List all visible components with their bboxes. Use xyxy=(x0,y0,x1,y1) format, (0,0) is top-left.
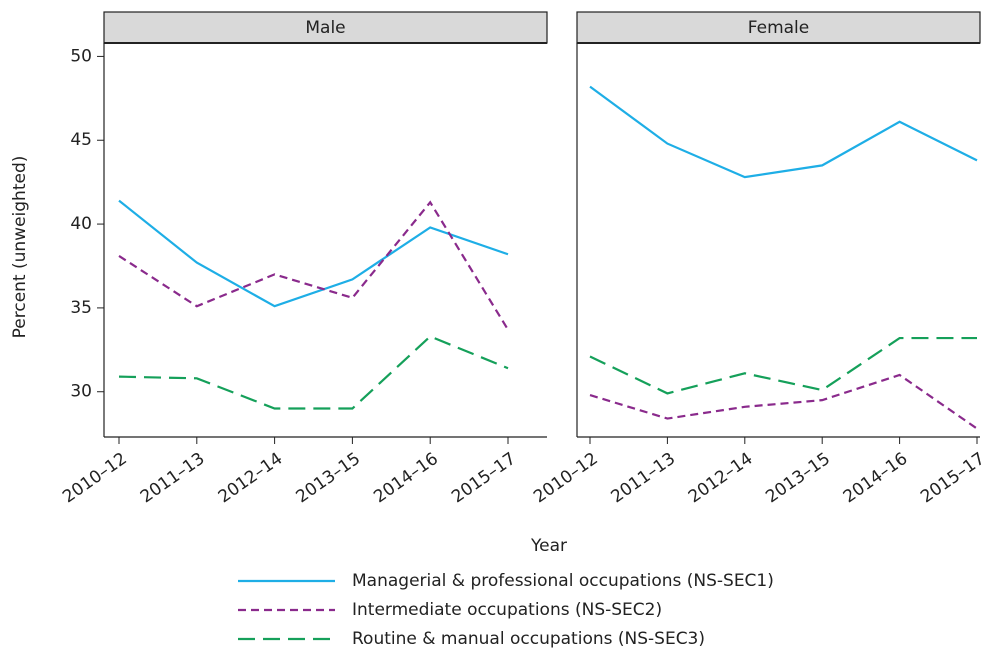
panel-header xyxy=(103,11,548,44)
x-tick-label: 2013–15 xyxy=(293,449,365,507)
series-line xyxy=(118,335,509,410)
x-tick-label: 2012–14 xyxy=(215,449,287,507)
x-tick-label: 2014–16 xyxy=(840,449,912,507)
series-line xyxy=(589,373,978,430)
y-tick-label: 40 xyxy=(70,214,92,234)
x-tick-label: 2012–14 xyxy=(685,449,757,507)
x-tick-label: 2015–17 xyxy=(448,449,520,507)
legend-label: Managerial & professional occupations (N… xyxy=(352,571,774,591)
x-tick-label: 2013–15 xyxy=(762,449,834,507)
panel-title: Male xyxy=(305,18,345,38)
series-line xyxy=(589,336,977,395)
legend-label: Intermediate occupations (NS-SEC2) xyxy=(352,600,662,620)
x-tick-label: 2010–12 xyxy=(530,449,602,507)
x-tick-label: 2011–13 xyxy=(137,449,209,507)
series-line xyxy=(118,200,509,331)
series-line xyxy=(118,199,509,308)
y-tick-label: 35 xyxy=(70,298,92,318)
panel-header xyxy=(576,11,981,44)
y-tick-label: 50 xyxy=(70,46,92,66)
legend-label: Routine & manual occupations (NS-SEC3) xyxy=(352,629,705,649)
y-tick-label: 30 xyxy=(70,382,92,402)
y-axis-label: Percent (unweighted) xyxy=(10,156,30,339)
x-tick-label: 2015–17 xyxy=(917,449,985,507)
x-tick-label: 2011–13 xyxy=(608,449,680,507)
x-tick-label: 2014–16 xyxy=(370,449,442,507)
x-tick-label: 2010–12 xyxy=(59,449,131,507)
y-tick-label: 45 xyxy=(70,130,92,150)
series-line xyxy=(589,85,978,179)
x-axis-label: Year xyxy=(530,536,567,556)
panel-title: Female xyxy=(748,18,809,38)
